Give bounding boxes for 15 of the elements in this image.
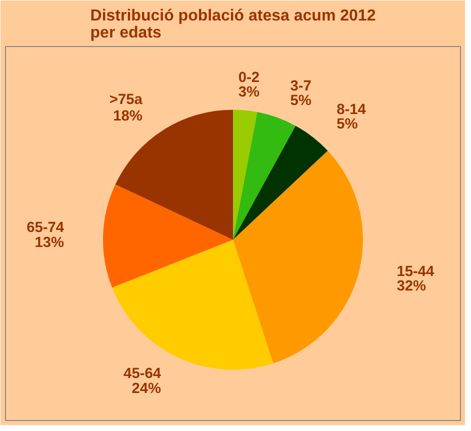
data-label: 13% xyxy=(34,234,64,251)
data-label: 18% xyxy=(113,108,142,124)
data-label: 5% xyxy=(290,93,312,110)
chart-title: Distribució població atesa acum 2012 per edats xyxy=(90,8,376,42)
slice-label: 8-14 xyxy=(336,102,367,118)
slice-label: >75a xyxy=(109,92,144,108)
slice-label: 0-2 xyxy=(238,70,260,86)
slice-label: 45-64 xyxy=(124,366,162,382)
data-label: 3% xyxy=(238,84,260,101)
slice-label: 15-44 xyxy=(396,264,436,280)
data-label: 5% xyxy=(336,116,358,133)
data-label: 24% xyxy=(132,380,162,397)
slice-label: 3-7 xyxy=(290,78,312,95)
data-label: 32% xyxy=(396,278,426,295)
slice-label: 65-74 xyxy=(26,220,65,236)
